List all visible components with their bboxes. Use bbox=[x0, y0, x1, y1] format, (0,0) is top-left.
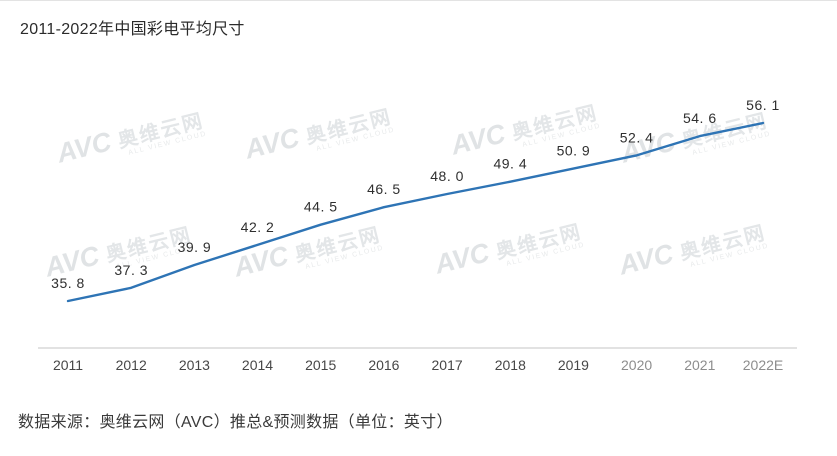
data-label: 42. 2 bbox=[241, 219, 275, 235]
data-label: 48. 0 bbox=[430, 168, 464, 184]
x-axis-label: 2011 bbox=[53, 357, 83, 373]
data-label: 56. 1 bbox=[746, 97, 780, 113]
x-axis-label: 2013 bbox=[179, 357, 210, 373]
x-axis-label: 2012 bbox=[116, 357, 147, 373]
data-label: 46. 5 bbox=[367, 181, 401, 197]
x-axis-label: 2020 bbox=[621, 357, 652, 373]
source-note: 数据来源：奥维云网（AVC）推总&预测数据（单位：英寸） bbox=[18, 414, 453, 431]
data-label: 37. 3 bbox=[114, 262, 148, 278]
line-chart: 35. 8 37. 3 39. 9 42. 2 44. 5 46. 5 48. 0 49. 4… bbox=[38, 97, 797, 373]
data-label: 52. 4 bbox=[620, 129, 654, 145]
series-line bbox=[66, 121, 765, 303]
chart-title: 2011-2022年中国彩电平均尺寸 bbox=[20, 21, 245, 38]
x-axis-label: 2019 bbox=[558, 357, 589, 373]
x-axis-label: 2018 bbox=[495, 357, 526, 373]
x-axis-label: 2017 bbox=[432, 357, 463, 373]
data-label: 39. 9 bbox=[178, 239, 212, 255]
data-label: 54. 6 bbox=[683, 110, 717, 126]
data-label: 49. 4 bbox=[493, 156, 527, 172]
data-label: 44. 5 bbox=[304, 199, 338, 215]
data-label: 50. 9 bbox=[557, 143, 591, 159]
x-axis-label: 2014 bbox=[242, 357, 273, 373]
x-axis-label: 2021 bbox=[684, 357, 715, 373]
x-axis-label: 2015 bbox=[305, 357, 336, 373]
x-axis-label: 2016 bbox=[368, 357, 399, 373]
data-label: 35. 8 bbox=[51, 275, 85, 291]
x-axis-label: 2022E bbox=[743, 357, 783, 373]
